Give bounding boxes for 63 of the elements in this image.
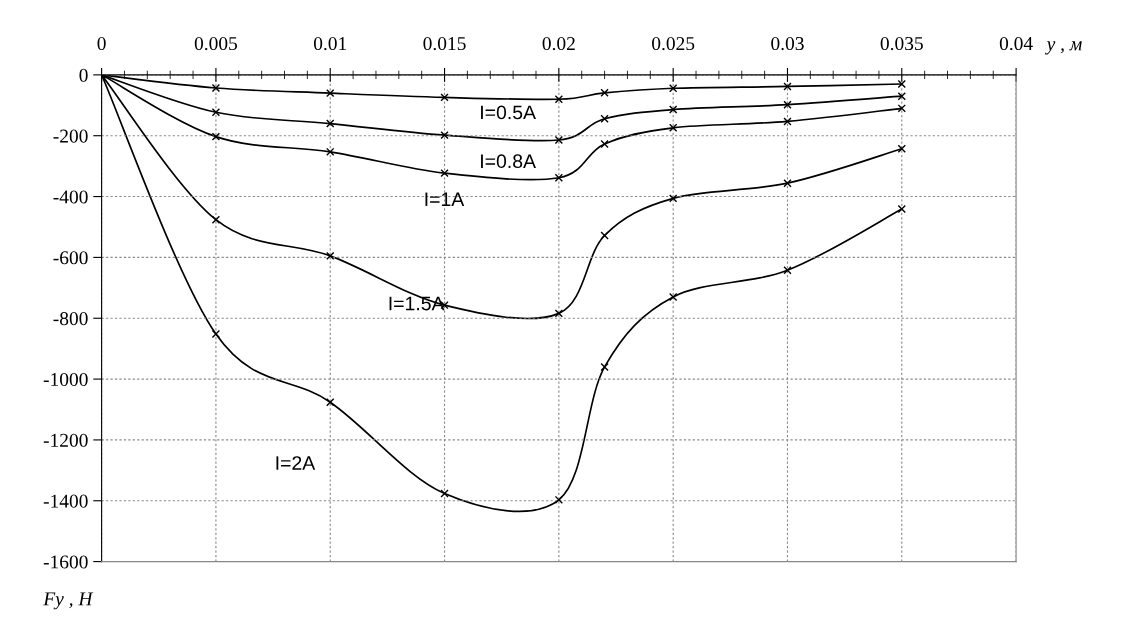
x-tick-label: 0.005 xyxy=(194,36,238,51)
x-tick-label: 0.015 xyxy=(423,36,466,51)
point xyxy=(211,132,221,141)
point xyxy=(600,139,609,149)
point xyxy=(211,83,221,93)
y-tick-label: -800 xyxy=(53,312,88,326)
point xyxy=(668,194,678,203)
point xyxy=(668,105,678,114)
y-axis-title: Fy , Н xyxy=(43,592,94,610)
y-tick-label: -1600 xyxy=(43,555,88,569)
point xyxy=(326,398,335,407)
y-tick-label: -400 xyxy=(53,190,88,204)
y-tick-label: -600 xyxy=(53,251,88,265)
point xyxy=(554,95,564,104)
point xyxy=(326,147,335,157)
point xyxy=(783,179,792,188)
point xyxy=(211,215,221,224)
series-label: I=1A xyxy=(425,192,465,206)
point xyxy=(326,119,335,128)
x-tick-label: 0.025 xyxy=(652,36,695,51)
point xyxy=(897,144,906,153)
point xyxy=(897,204,906,214)
point xyxy=(668,84,678,93)
point xyxy=(897,92,906,101)
series-label: I=0.5A xyxy=(481,105,536,120)
point xyxy=(326,88,335,98)
point xyxy=(668,292,678,302)
y-tick-label: 0 xyxy=(79,68,88,82)
point xyxy=(783,100,792,109)
series-label: I=0.8A xyxy=(481,154,536,169)
point xyxy=(600,362,609,372)
point xyxy=(897,104,906,113)
y-tick-label: -200 xyxy=(53,129,88,143)
y-tick-label: -1400 xyxy=(43,494,88,508)
point xyxy=(554,173,564,182)
point xyxy=(440,168,449,178)
point xyxy=(783,266,792,275)
y-tick-label: -1000 xyxy=(43,372,88,387)
text: I=2A xyxy=(276,456,316,470)
point xyxy=(600,231,609,240)
x-axis-title: y , м xyxy=(1045,41,1082,55)
x-tick-label: 0 xyxy=(97,36,106,51)
point xyxy=(554,309,564,318)
x-tick-label: 0.04 xyxy=(999,36,1033,51)
point xyxy=(326,251,335,261)
x-tick-label: 0.02 xyxy=(542,36,575,51)
x-tick-label: 0.03 xyxy=(771,36,804,51)
point xyxy=(211,329,221,339)
point xyxy=(440,130,449,140)
x-tick-label: 0.01 xyxy=(313,36,347,51)
point xyxy=(554,135,564,145)
point xyxy=(554,495,564,505)
point xyxy=(897,79,906,89)
point xyxy=(440,93,449,102)
point xyxy=(600,114,609,123)
point xyxy=(211,108,221,117)
point xyxy=(600,88,609,97)
point xyxy=(783,117,792,126)
point xyxy=(783,82,792,91)
y-tick-label: -1200 xyxy=(43,433,88,447)
x-tick-label: 0.035 xyxy=(880,36,923,51)
point xyxy=(668,123,678,132)
point xyxy=(440,489,449,498)
